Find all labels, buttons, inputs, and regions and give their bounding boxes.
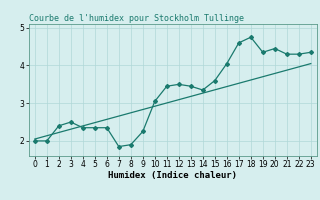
X-axis label: Humidex (Indice chaleur): Humidex (Indice chaleur): [108, 171, 237, 180]
Text: Courbe de l'humidex pour Stockholm Tullinge: Courbe de l'humidex pour Stockholm Tulli…: [29, 14, 244, 23]
